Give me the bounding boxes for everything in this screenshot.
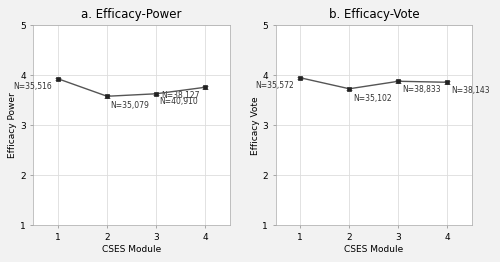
Text: N=38,127: N=38,127	[161, 91, 200, 100]
Text: N=38,143: N=38,143	[451, 86, 490, 95]
Text: N=35,572: N=35,572	[256, 81, 294, 90]
X-axis label: CSES Module: CSES Module	[344, 245, 404, 254]
Y-axis label: Efficacy Power: Efficacy Power	[8, 92, 18, 158]
Y-axis label: Efficacy Vote: Efficacy Vote	[250, 96, 260, 155]
Text: N=38,833: N=38,833	[402, 85, 440, 94]
Text: N=35,516: N=35,516	[14, 82, 52, 91]
X-axis label: CSES Module: CSES Module	[102, 245, 161, 254]
Title: a. Efficacy-Power: a. Efficacy-Power	[82, 8, 182, 21]
Title: b. Efficacy-Vote: b. Efficacy-Vote	[328, 8, 419, 21]
Text: N=35,079: N=35,079	[110, 101, 150, 110]
Text: N=35,102: N=35,102	[353, 94, 392, 103]
Text: N=40,910: N=40,910	[160, 97, 198, 106]
